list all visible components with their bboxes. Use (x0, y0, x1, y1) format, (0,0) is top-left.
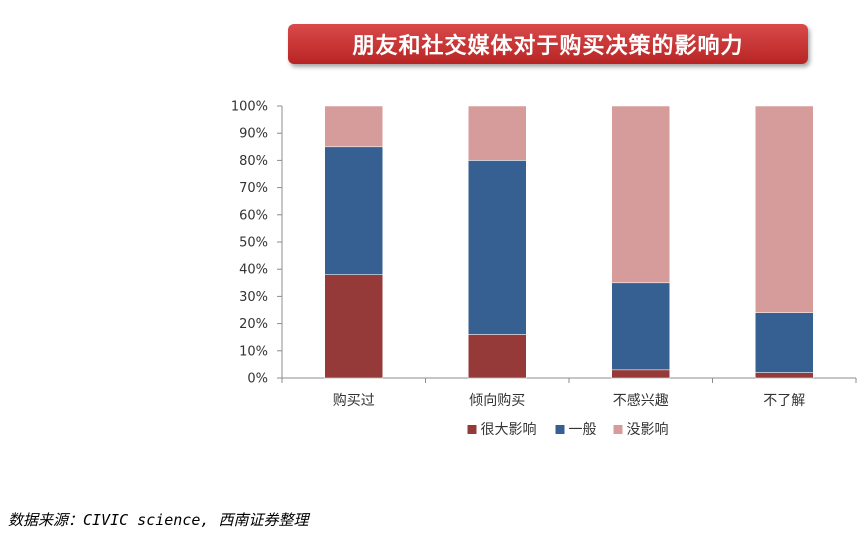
y-tick-label: 90% (239, 127, 268, 142)
x-tick-label: 倾向购买 (469, 393, 525, 409)
y-tick-label: 20% (239, 317, 268, 332)
y-tick-label: 40% (239, 263, 268, 278)
legend-label: 一般 (569, 422, 597, 438)
bar-2-2 (468, 160, 527, 335)
bar-3-1 (324, 105, 383, 148)
bar-1-1 (324, 274, 383, 379)
y-tick-label: 60% (239, 208, 268, 223)
bar-1-2 (468, 334, 527, 379)
bar-1-3 (611, 369, 670, 379)
legend-swatch (555, 425, 565, 434)
title-banner: 朋友和社交媒体对于购买决策的影响力 (288, 24, 808, 64)
legend-label: 很大影响 (481, 422, 537, 438)
bar-2-4 (755, 312, 814, 373)
bar-3-4 (755, 105, 814, 313)
legend-swatch (467, 425, 477, 434)
y-tick-label: 30% (239, 290, 268, 305)
y-tick-label: 100% (231, 100, 268, 115)
y-tick-label: 0% (247, 372, 268, 387)
bar-2-1 (324, 146, 383, 275)
x-tick-label: 不了解 (763, 393, 805, 409)
bar-1-4 (755, 372, 814, 379)
y-tick-label: 80% (239, 154, 268, 169)
source-note: 数据来源：CIVIC science, 西南证券整理 (8, 511, 309, 529)
bar-3-3 (611, 105, 670, 284)
bar-2-3 (611, 282, 670, 371)
legend-swatch (613, 425, 623, 434)
legend-label: 没影响 (627, 422, 669, 438)
y-tick-label: 50% (239, 236, 268, 251)
chart-title: 朋友和社交媒体对于购买决策的影响力 (352, 34, 744, 59)
x-tick-label: 购买过 (333, 393, 375, 409)
bar-3-2 (468, 105, 527, 161)
y-tick-label: 10% (239, 344, 268, 359)
x-tick-label: 不感兴趣 (613, 392, 669, 409)
stacked-bar-chart: 0% 10% 20% 30% 40% 50% 60% 70% 80% 90% 100% 购买过 倾向购买… (231, 100, 857, 438)
y-tick-label: 70% (239, 181, 268, 196)
